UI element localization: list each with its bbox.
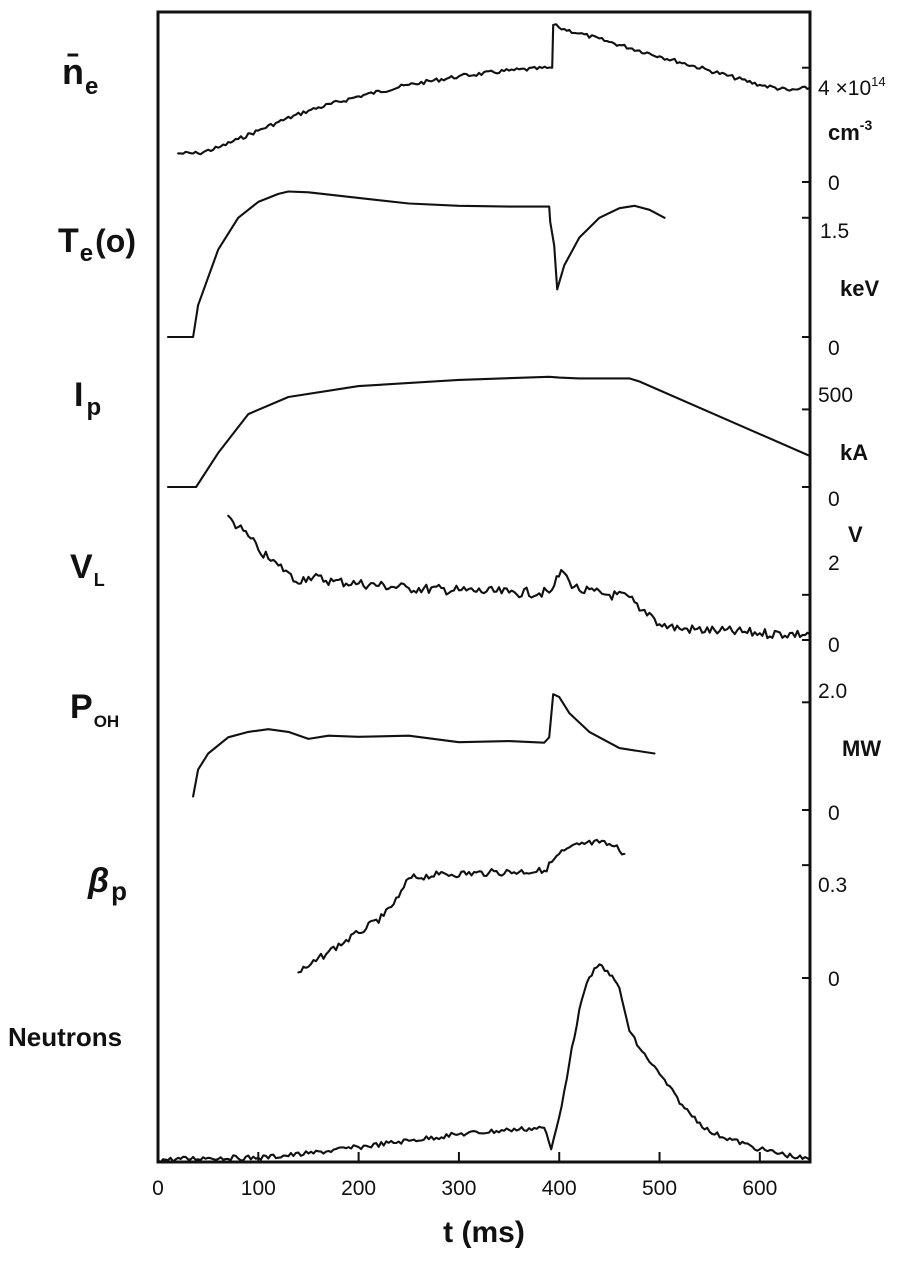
poh-tick-0: 0: [828, 802, 840, 825]
te-unit: keV: [840, 276, 879, 301]
vl-unit: V: [848, 522, 863, 547]
betap-tick-0.3: 0.3: [818, 874, 847, 897]
x-tick-label-0: 0: [152, 1177, 164, 1200]
ip-unit: kA: [840, 440, 868, 465]
ip-tick-500: 500: [818, 384, 853, 407]
plot-frame: [156, 10, 812, 1164]
label-te: Te(o): [58, 222, 136, 267]
trace-te: [166, 190, 666, 339]
trace-poh: [192, 693, 656, 798]
label-vl: VL: [70, 548, 105, 590]
x-tick-label-200: 200: [341, 1177, 376, 1200]
poh-tick-2: 2.0: [818, 680, 847, 703]
x-tick-label-300: 300: [441, 1177, 476, 1200]
right-tick-marks: [802, 66, 810, 979]
trace-ne: [177, 23, 812, 156]
te-tick-1.5: 1.5: [820, 220, 849, 243]
trace-betap: [297, 838, 626, 974]
x-axis-ticks: 0 100 200 300 400 500 600: [152, 1152, 777, 1200]
x-tick-label-600: 600: [742, 1177, 777, 1200]
ne-unit: cm-3: [828, 117, 872, 145]
traces-layer: [156, 23, 812, 1164]
x-tick-label-400: 400: [542, 1177, 577, 1200]
trace-neutrons: [156, 963, 812, 1164]
te-tick-0: 0: [828, 337, 840, 360]
ne-tick-0: 0: [828, 172, 840, 195]
x-tick-label-500: 500: [642, 1177, 677, 1200]
trace-ip: [166, 375, 812, 489]
label-neutrons: Neutrons: [8, 1022, 122, 1052]
ne-tick-4: 4 ×1014: [818, 74, 886, 100]
vl-tick-0: 0: [828, 634, 840, 657]
ip-tick-0: 0: [828, 488, 840, 511]
betap-tick-0: 0: [828, 968, 840, 991]
trace-vl: [227, 514, 812, 640]
label-poh: POH: [70, 688, 119, 731]
label-ne: n̄e: [62, 51, 98, 100]
x-tick-label-100: 100: [241, 1177, 276, 1200]
label-betap: βp: [87, 862, 127, 906]
vl-tick-2: 2: [828, 552, 840, 575]
x-axis-title: t (ms): [443, 1216, 525, 1249]
poh-unit: MW: [842, 736, 881, 761]
